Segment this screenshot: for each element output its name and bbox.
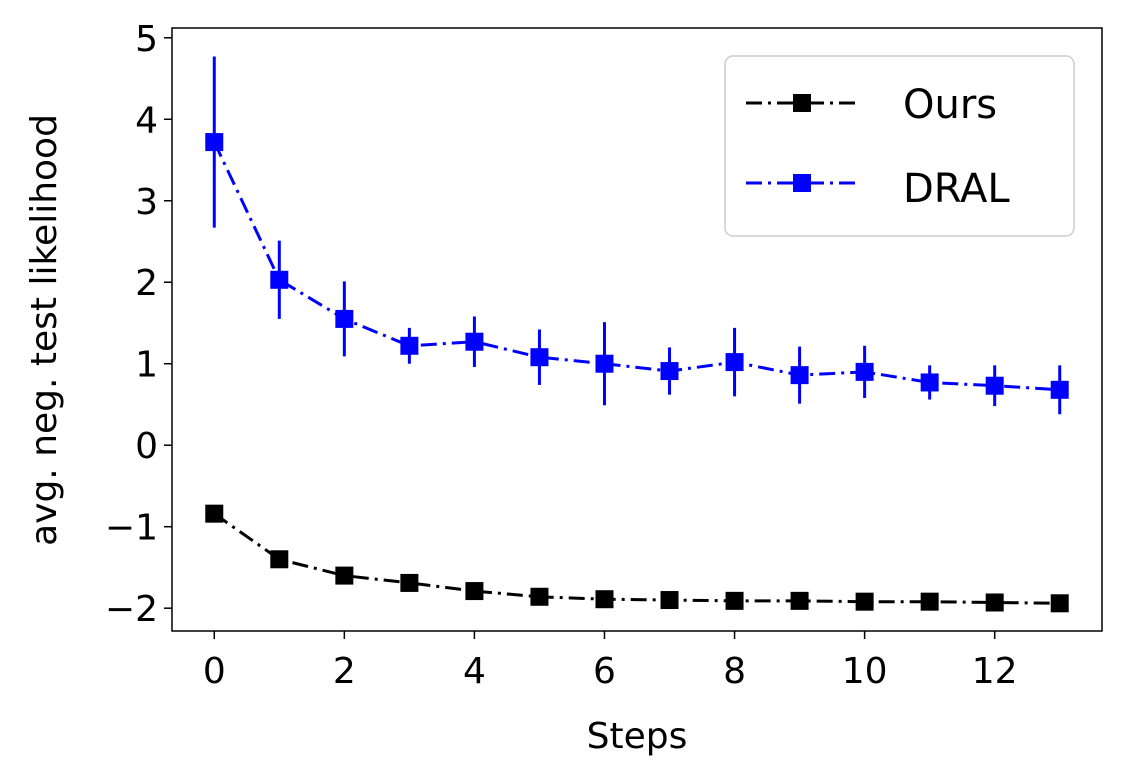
x-tick-label: 12 (972, 651, 1018, 692)
x-axis-label: Steps (587, 716, 688, 757)
y-tick-label: −1 (105, 508, 158, 549)
y-tick-label: 3 (135, 182, 158, 223)
dral-point (985, 376, 1004, 395)
dral-point (660, 362, 679, 381)
ours-point (530, 587, 549, 606)
x-axis: 0 2 4 6 8 10 12 (203, 631, 1018, 692)
plot-frame (171, 27, 1103, 632)
y-tick-label: 0 (135, 426, 158, 467)
legend-label-dral: DRAL (903, 166, 1010, 212)
y-tick-label: −2 (105, 589, 158, 630)
y-axis: −2 −1 0 1 2 3 4 5 (105, 19, 172, 630)
legend-marker-ours (793, 94, 811, 112)
dral-point (335, 309, 354, 328)
x-tick-label: 0 (203, 651, 226, 692)
dral-point (920, 373, 939, 392)
y-tick-label: 4 (135, 100, 158, 141)
dral-point (725, 353, 744, 372)
ours-point (270, 550, 289, 569)
y-tick-label: 2 (135, 263, 158, 304)
dral-point (205, 133, 224, 152)
ours-point (400, 573, 419, 592)
ours-point (660, 591, 679, 610)
dral-point (595, 354, 614, 373)
dral-series-line (212, 141, 1060, 392)
ours-point (1050, 594, 1069, 613)
x-tick-label: 10 (842, 651, 888, 692)
x-tick-label: 8 (723, 651, 746, 692)
y-tick-label: 5 (135, 19, 158, 60)
ours-point (855, 592, 874, 611)
series-dral (205, 56, 1069, 415)
dral-point (270, 270, 289, 289)
ours-series-line (213, 512, 1060, 605)
ours-point (920, 592, 939, 611)
ours-point (790, 591, 809, 610)
y-tick-label: 1 (135, 345, 158, 386)
ours-point (725, 591, 744, 610)
x-tick-label: 4 (463, 651, 486, 692)
x-tick-label: 6 (593, 651, 616, 692)
ours-point (595, 590, 614, 609)
dral-point (465, 332, 484, 351)
dral-point (530, 348, 549, 367)
legend-label-ours: Ours (903, 82, 997, 128)
ours-point (985, 593, 1004, 612)
legend: Ours DRAL (724, 55, 1075, 237)
dral-point (400, 336, 419, 355)
dral-point (855, 362, 874, 381)
ours-point (465, 582, 484, 601)
legend-box (724, 55, 1075, 237)
ours-point (335, 566, 354, 585)
series-ours (205, 504, 1069, 613)
x-tick-label: 2 (333, 651, 356, 692)
dral-point (790, 366, 809, 385)
plot-marks (205, 56, 1069, 613)
y-axis-label: avg. neg. test likelihood (24, 114, 65, 546)
legend-marker-dral (793, 174, 811, 192)
dral-point (1050, 380, 1069, 399)
ours-point (205, 504, 224, 523)
